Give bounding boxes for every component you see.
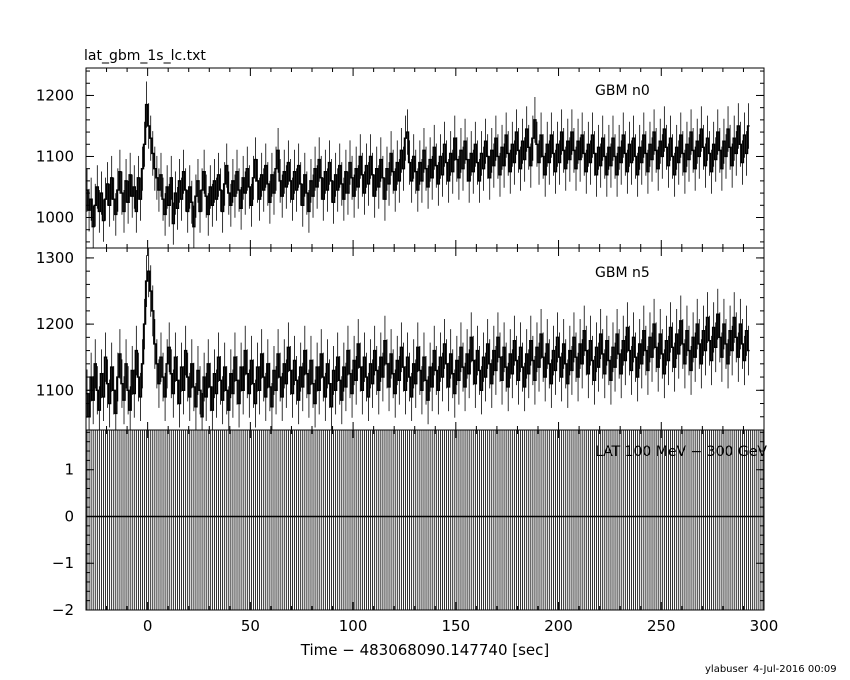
x-tick-label: 0: [143, 617, 153, 635]
y-tick-label: 0: [64, 507, 74, 525]
series-line: [86, 270, 750, 418]
x-tick-label: 250: [647, 617, 676, 635]
panel-label: GBM n5: [595, 265, 650, 281]
y-tick-label: 1300: [36, 249, 74, 267]
panel-gbm-n5: 1100 1200 1300 GBM n5: [36, 247, 765, 431]
series-line: [86, 103, 750, 228]
y-tick-label: −1: [52, 554, 74, 572]
y-tick-label: 1100: [36, 381, 74, 399]
x-axis-label: Time − 483068090.147740 [sec]: [300, 641, 550, 659]
footer-user: ylabuser: [705, 664, 749, 675]
x-tick-label: 200: [544, 617, 573, 635]
x-tick-label: 100: [339, 617, 368, 635]
y-tick-label: 1200: [36, 315, 74, 333]
y-tick-label: 1200: [36, 86, 74, 104]
panel-label: GBM n0: [595, 83, 650, 99]
panel-label: LAT 100 MeV − 300 GeV: [595, 444, 767, 460]
x-tick-label: 150: [441, 617, 470, 635]
file-title: lat_gbm_1s_lc.txt: [84, 48, 206, 64]
footer-date: 4-Jul-2016 00:09: [753, 664, 837, 675]
panel-frame: [85, 429, 765, 611]
x-tick-label: 300: [750, 617, 779, 635]
x-tick-label: 50: [241, 617, 260, 635]
y-tick-label: 1: [64, 461, 74, 479]
y-tick-label: 1000: [36, 208, 74, 226]
x-axis-tick-labels: 0 50 100 150 200 250 300: [143, 617, 778, 635]
y-tick-label: 1100: [36, 147, 74, 165]
y-tick-label: −2: [52, 601, 74, 619]
panel-lat: −2 −1 0 1 LAT 100 MeV − 300 GeV: [52, 429, 767, 619]
panel-gbm-n0: 1000 1100 1200 GBM n0: [36, 67, 765, 249]
